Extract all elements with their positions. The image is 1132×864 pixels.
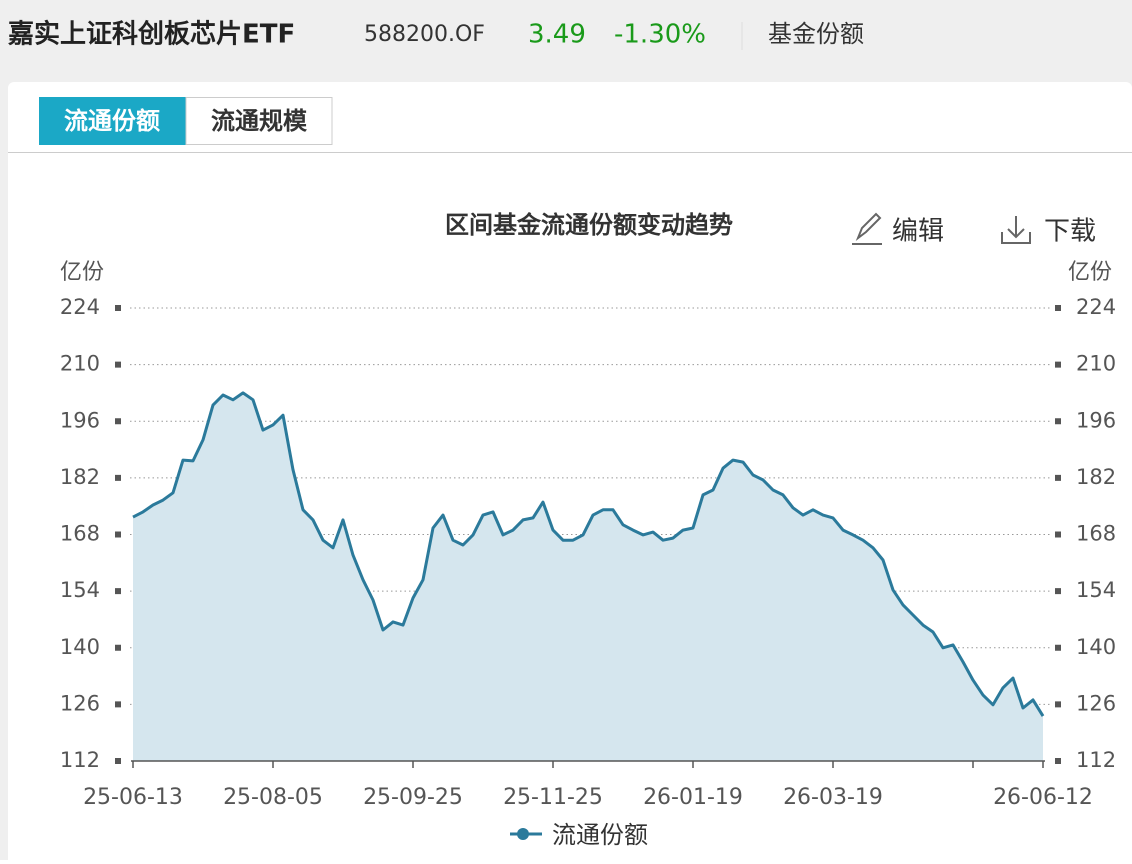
- y-tick-label: 196: [60, 408, 100, 432]
- y2-tick-label: 140: [1076, 635, 1116, 659]
- legend-marker: [517, 828, 529, 840]
- area: [133, 392, 1043, 761]
- tab-label[interactable]: 流通份额: [64, 107, 160, 135]
- y2-tick-label: 224: [1076, 295, 1116, 319]
- x-tick-label: 26-06-12: [993, 785, 1093, 810]
- y2-tick-mark: [1055, 531, 1061, 538]
- y-tick-mark: [115, 418, 121, 425]
- y-tick-mark: [115, 361, 121, 368]
- y2-tick-mark: [1055, 305, 1061, 311]
- y-tick-label: 168: [60, 522, 100, 546]
- y2-tick-label: 126: [1076, 691, 1116, 715]
- y-tick-mark: [115, 758, 121, 764]
- edit-icon[interactable]: [852, 212, 882, 245]
- y2-tick-label: 154: [1076, 578, 1116, 602]
- y2-tick-mark: [1055, 474, 1061, 481]
- tab-label[interactable]: 流通规模: [211, 107, 308, 135]
- y-tick-label: 112: [60, 748, 100, 772]
- y-tick-mark: [115, 305, 121, 311]
- y-tick-label: 224: [60, 295, 100, 319]
- y2-tick-label: 112: [1076, 748, 1116, 772]
- y-tick-label: 210: [60, 352, 100, 376]
- y-tick-label: 182: [60, 465, 100, 489]
- y-tick-mark: [115, 531, 121, 538]
- price: 3.49: [528, 20, 586, 50]
- change: -1.30%: [614, 20, 706, 50]
- line: [132, 391, 1045, 717]
- section: 基金份额: [768, 20, 864, 48]
- y2-tick-label: 182: [1076, 465, 1116, 489]
- fund-code: 588200.OF: [364, 22, 485, 47]
- download-icon[interactable]: [1001, 216, 1031, 244]
- y-tick-mark: [115, 701, 121, 708]
- y2-axis-unit: 亿份: [1068, 260, 1112, 285]
- y-tick-label: 154: [60, 578, 100, 602]
- y2-tick-label: 210: [1076, 352, 1116, 376]
- y2-tick-mark: [1055, 644, 1061, 651]
- x-tick-label: 26-01-19: [643, 785, 743, 810]
- tab-active[interactable]: [39, 97, 186, 145]
- y2-tick-label: 168: [1076, 522, 1116, 546]
- x-tick-label: 26-03-19: [783, 785, 883, 810]
- y-axis-unit: 亿份: [60, 260, 104, 285]
- download-button[interactable]: 下载: [1044, 217, 1096, 247]
- y2-tick-mark: [1055, 361, 1061, 368]
- y2-tick-label: 196: [1076, 408, 1116, 432]
- tab[interactable]: [185, 97, 333, 145]
- y-tick-mark: [115, 474, 121, 481]
- y2-tick-mark: [1055, 588, 1061, 595]
- chart-title: 区间基金流通份额变动趋势: [445, 211, 733, 239]
- y-tick-mark: [115, 588, 121, 595]
- y-tick-mark: [115, 644, 121, 651]
- x-tick-label: 25-06-13: [83, 785, 183, 810]
- x-tick-label: 25-09-25: [363, 785, 463, 810]
- y-tick-label: 126: [60, 691, 100, 715]
- x-tick-label: 25-08-05: [223, 785, 323, 810]
- edit-button[interactable]: 编辑: [892, 217, 944, 247]
- fund-title: 嘉实上证科创板芯片ETF: [8, 19, 295, 50]
- legend-label[interactable]: 流通份额: [552, 821, 648, 849]
- y2-tick-mark: [1055, 701, 1061, 708]
- x-tick-label: 25-11-25: [503, 785, 603, 810]
- y2-tick-mark: [1055, 418, 1061, 425]
- y2-tick-mark: [1055, 758, 1061, 764]
- y-tick-label: 140: [60, 635, 100, 659]
